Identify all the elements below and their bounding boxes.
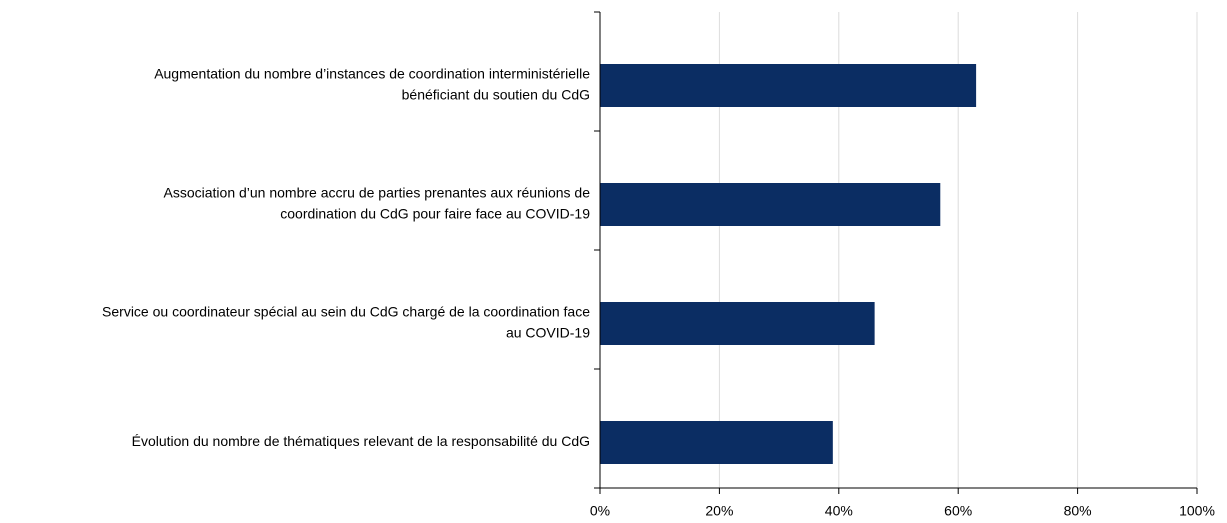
- y-tick-label: Évolution du nombre de thématiques relev…: [132, 433, 590, 449]
- bar: [600, 302, 875, 345]
- y-tick-label: Service ou coordinateur spécial au sein …: [102, 304, 590, 320]
- bar: [600, 183, 941, 226]
- x-tick-label: 60%: [944, 503, 972, 519]
- x-tick-label: 100%: [1179, 503, 1215, 519]
- y-tick-label: Augmentation du nombre d’instances de co…: [154, 66, 590, 82]
- y-tick-label: Association d’un nombre accru de parties…: [164, 185, 591, 201]
- x-tick-label: 80%: [1064, 503, 1092, 519]
- y-tick-label: bénéficiant du soutien du CdG: [402, 87, 590, 103]
- bar: [600, 421, 833, 464]
- x-tick-label: 0%: [590, 503, 610, 519]
- x-tick-label: 20%: [705, 503, 733, 519]
- y-tick-label: coordination du CdG pour faire face au C…: [280, 206, 590, 222]
- x-tick-label: 40%: [825, 503, 853, 519]
- y-tick-label: au COVID-19: [506, 325, 590, 341]
- bar: [600, 64, 977, 107]
